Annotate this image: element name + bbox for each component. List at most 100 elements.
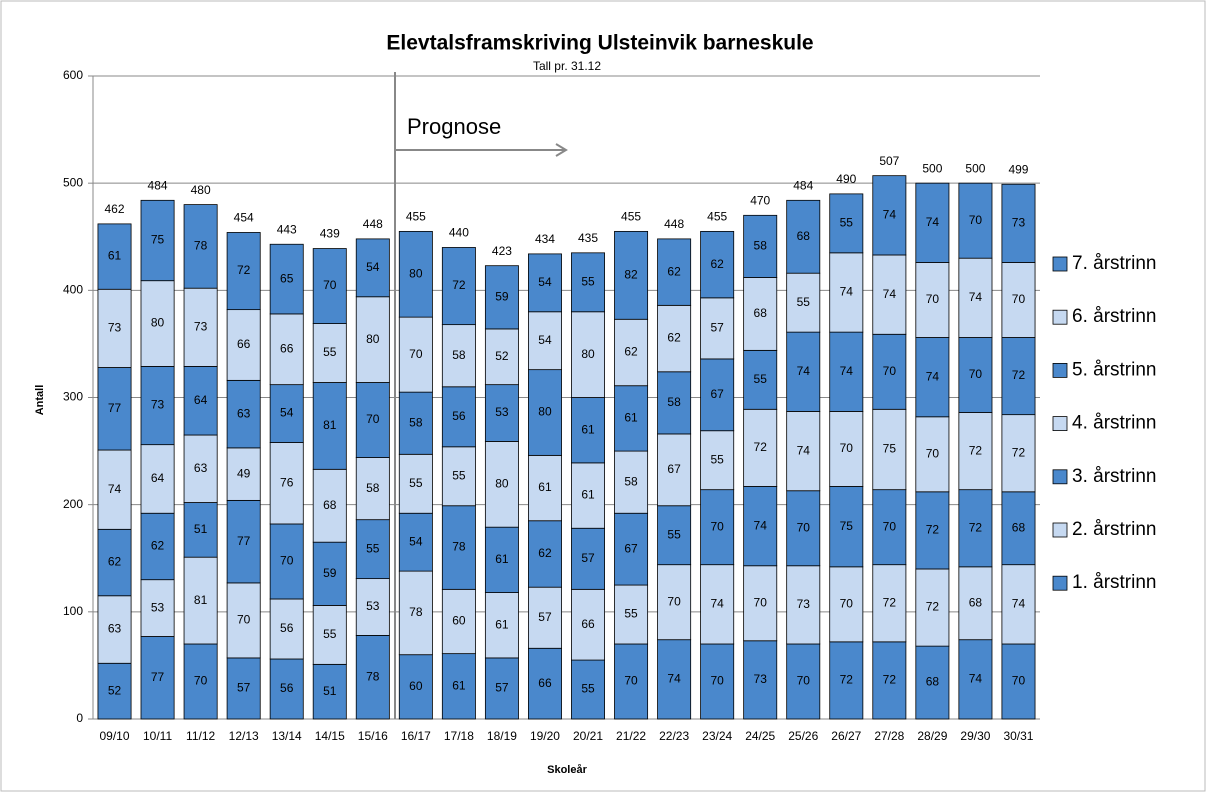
segment-label: 82 (624, 268, 638, 282)
segment-label: 63 (194, 461, 208, 475)
legend-swatch (1052, 256, 1068, 272)
bar-segment (571, 397, 605, 464)
bar-segment (1001, 414, 1036, 493)
segment-label: 59 (323, 566, 337, 580)
x-tick-label: 27/28 (874, 729, 904, 743)
segment-label: 70 (323, 278, 337, 292)
bar-segment (269, 658, 304, 720)
bar-segment (657, 564, 692, 641)
x-tick-label: 18/19 (487, 729, 517, 743)
y-tick-label: 400 (63, 283, 83, 297)
bar-segment (915, 262, 950, 338)
bar-segment (700, 564, 735, 645)
bar-segment (915, 182, 950, 263)
segment-label: 72 (926, 600, 940, 614)
bar-segment (355, 519, 390, 580)
segment-label: 55 (452, 468, 466, 482)
total-label: 500 (922, 161, 942, 175)
bar-segment (528, 454, 562, 522)
bar-segment (97, 223, 132, 290)
segment-label: 55 (581, 682, 595, 696)
segment-label: 64 (151, 471, 165, 485)
bar-segment (829, 486, 864, 568)
legend-label: 2. årstrinn (1072, 519, 1156, 540)
segment-label: 70 (840, 441, 854, 455)
bar-segment (657, 433, 692, 507)
bar-segment (140, 444, 175, 514)
x-tick-label: 12/13 (229, 729, 259, 743)
legend-swatch (1052, 309, 1068, 325)
segment-label: 70 (797, 674, 811, 688)
x-tick-label: 28/29 (917, 729, 947, 743)
segment-label: 54 (280, 406, 294, 420)
x-tick-label: 23/24 (702, 729, 732, 743)
bar-segment (700, 643, 735, 720)
bar-segment (528, 586, 562, 649)
segment-label: 61 (581, 422, 595, 436)
bar-segment (226, 657, 261, 720)
segment-label: 80 (151, 316, 165, 330)
total-label: 470 (750, 193, 770, 207)
total-label: 434 (535, 232, 555, 246)
segment-label: 62 (108, 555, 122, 569)
segment-label: 62 (667, 331, 681, 345)
bar-segment (355, 238, 390, 298)
bar-segment (441, 386, 476, 448)
segment-label: 72 (1012, 368, 1026, 382)
bar-segment (398, 453, 433, 514)
segment-label: 74 (969, 290, 983, 304)
y-axis-title: Antall (34, 385, 46, 416)
bar-segment (441, 247, 476, 326)
annotation: Prognose (407, 114, 501, 139)
x-tick-label: 30/31 (1003, 729, 1033, 743)
bar-segment (183, 556, 218, 645)
segment-label: 74 (840, 364, 854, 378)
segment-label: 49 (237, 466, 251, 480)
segment-label: 76 (280, 475, 294, 489)
segment-label: 61 (495, 617, 509, 631)
segment-label: 72 (452, 278, 466, 292)
bar-segment (484, 592, 519, 659)
x-tick-label: 15/16 (358, 729, 388, 743)
x-tick-label: 22/23 (659, 729, 689, 743)
bar-segment (743, 277, 778, 351)
segment-label: 70 (194, 674, 208, 688)
segment-label: 70 (409, 347, 423, 361)
segment-label: 52 (108, 683, 122, 697)
bar-segment (700, 430, 735, 491)
segment-label: 54 (538, 275, 552, 289)
segment-label: 77 (108, 401, 122, 415)
bar-segment (140, 366, 175, 446)
bar-segment (657, 505, 692, 566)
segment-label: 70 (840, 597, 854, 611)
segment-label: 70 (797, 520, 811, 534)
bar-segment (398, 230, 433, 318)
segment-label: 53 (366, 599, 380, 613)
bar-segment (355, 578, 390, 636)
bar-segment (786, 411, 821, 492)
x-tick-label: 20/21 (573, 729, 603, 743)
bar-segment (484, 328, 519, 386)
bar-segment (872, 641, 907, 720)
x-tick-label: 21/22 (616, 729, 646, 743)
segment-label: 74 (667, 672, 681, 686)
plot-area: 0 100 200 300 400 500 600 09/10 52 63 62 74 77 73 61 46… (63, 68, 1040, 743)
bar-segment (269, 523, 304, 600)
bar-segment (571, 252, 605, 313)
bar-segment (958, 566, 993, 641)
bar-segment (97, 662, 132, 720)
segment-label: 61 (581, 488, 595, 502)
bar-segment (571, 311, 605, 398)
segment-label: 58 (366, 481, 380, 495)
bar-segment (614, 643, 649, 720)
bar-segment (657, 304, 692, 373)
total-label: 440 (449, 226, 469, 240)
bar-segment (743, 640, 778, 720)
bar-segment (700, 230, 735, 299)
legend-label: 3. årstrinn (1072, 466, 1156, 487)
legend-label: 6. årstrinn (1072, 306, 1156, 327)
segment-label: 60 (452, 614, 466, 628)
x-tick-label: 14/15 (315, 729, 345, 743)
x-tick-label: 25/26 (788, 729, 818, 743)
bar-segment (97, 288, 132, 368)
